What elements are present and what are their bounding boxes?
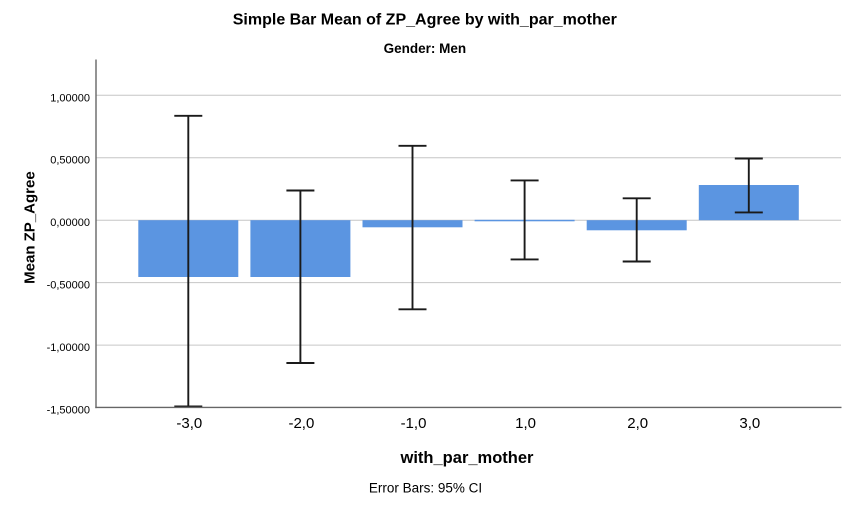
svg-text:-0,50000: -0,50000 bbox=[47, 280, 90, 292]
svg-text:Simple Bar Mean of ZP_Agree by: Simple Bar Mean of ZP_Agree by with_par_… bbox=[233, 11, 617, 28]
svg-text:1,00000: 1,00000 bbox=[50, 92, 90, 104]
svg-text:Mean ZP_Agree: Mean ZP_Agree bbox=[22, 171, 39, 284]
svg-text:-3,0: -3,0 bbox=[176, 415, 202, 432]
svg-text:Gender: Men: Gender: Men bbox=[384, 41, 467, 56]
svg-text:2,0: 2,0 bbox=[627, 415, 648, 432]
svg-text:with_par_mother: with_par_mother bbox=[400, 449, 535, 467]
svg-text:-2,0: -2,0 bbox=[288, 415, 314, 432]
svg-text:-1,0: -1,0 bbox=[401, 415, 427, 432]
svg-text:-1,00000: -1,00000 bbox=[47, 342, 90, 354]
svg-text:3,0: 3,0 bbox=[739, 415, 760, 432]
svg-text:0,00000: 0,00000 bbox=[50, 217, 90, 229]
svg-text:-1,50000: -1,50000 bbox=[47, 405, 90, 417]
svg-text:0,50000: 0,50000 bbox=[50, 155, 90, 167]
svg-text:1,0: 1,0 bbox=[515, 415, 536, 432]
svg-text:Error Bars: 95% CI: Error Bars: 95% CI bbox=[369, 481, 482, 496]
